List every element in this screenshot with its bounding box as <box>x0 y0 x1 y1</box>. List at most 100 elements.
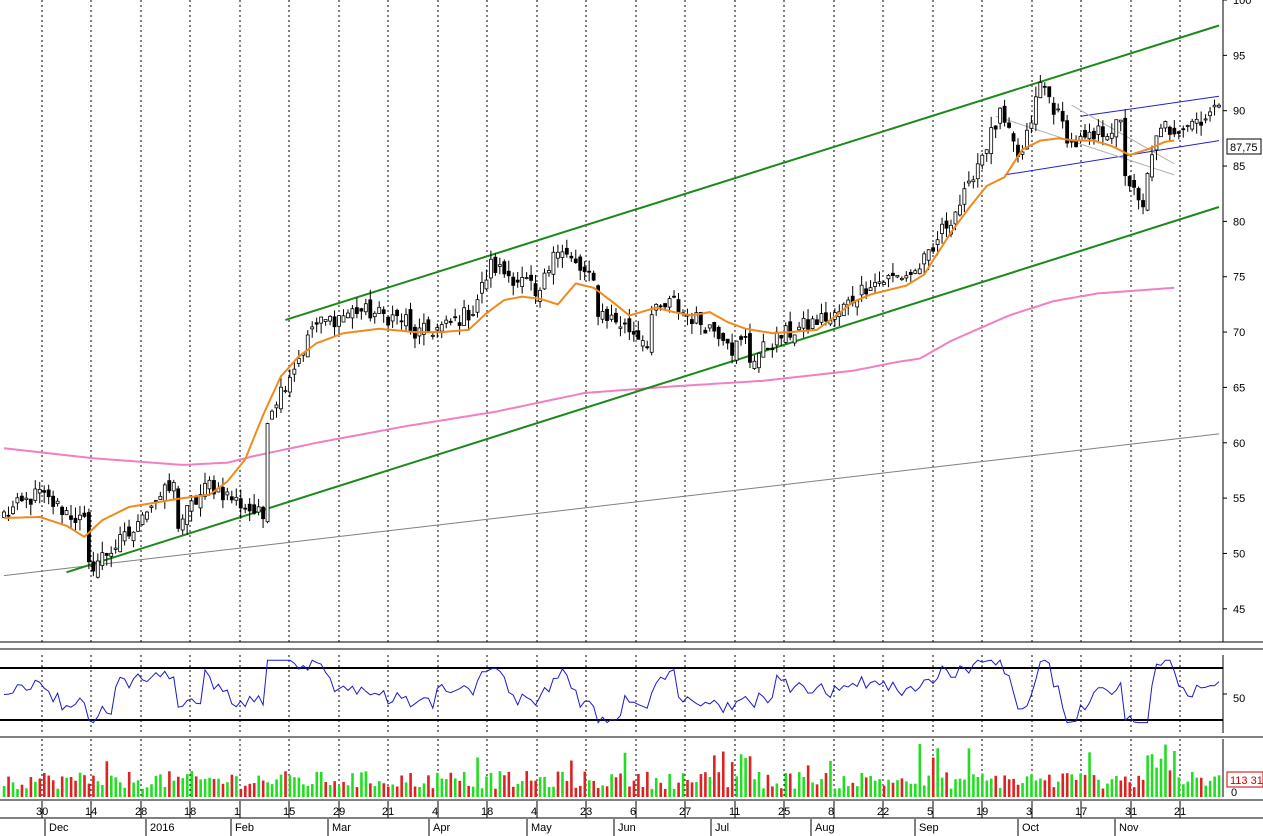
candle-body <box>721 332 726 341</box>
candle-body <box>33 488 38 501</box>
volume-bar <box>534 780 537 797</box>
volume-bar <box>38 778 42 797</box>
candle-body <box>162 484 167 502</box>
volume-bar <box>730 762 734 797</box>
candle-body <box>127 526 131 537</box>
candle-body <box>734 340 739 361</box>
candle-body <box>64 510 69 516</box>
candle-body <box>658 305 663 308</box>
candle-body <box>1038 81 1043 99</box>
candle-body <box>614 312 618 323</box>
volume-bar <box>896 780 899 797</box>
volume-bar <box>467 785 470 797</box>
volume-bar <box>1173 750 1176 797</box>
candle-body <box>28 498 33 505</box>
volume-bar <box>771 786 774 797</box>
volume-bar <box>391 784 395 797</box>
candle-body <box>198 494 203 509</box>
candle-body <box>176 488 181 529</box>
volume-bar <box>1092 775 1096 797</box>
volume-bar <box>574 787 578 797</box>
volume-bar <box>842 776 846 797</box>
candle-body <box>435 327 440 331</box>
volume-bar <box>833 788 837 797</box>
candle-body <box>475 299 480 313</box>
candle-body <box>864 288 869 295</box>
candle-body <box>1007 122 1011 128</box>
wedge-line-a <box>995 115 1175 176</box>
volume-bar <box>248 783 252 797</box>
volume-bar <box>485 776 488 797</box>
volume-bar <box>404 782 408 797</box>
volume-bar <box>266 782 269 797</box>
volume-bar <box>583 771 587 797</box>
candle-body <box>1096 125 1101 135</box>
candle-body <box>913 270 918 274</box>
candle-body <box>122 531 127 542</box>
y-tick-label: 50 <box>1233 548 1245 560</box>
candle-body <box>1109 132 1114 139</box>
x-tick-month: Aug <box>815 822 835 834</box>
volume-bar <box>592 780 596 797</box>
volume-bar <box>784 773 788 797</box>
candle-body <box>707 324 712 329</box>
volume-bar <box>525 771 529 797</box>
candle-body <box>395 309 399 316</box>
candle-body <box>337 315 341 327</box>
volume-bar <box>1141 779 1145 797</box>
candle-body <box>328 315 332 322</box>
candle-body <box>1194 118 1199 124</box>
volume-bar <box>1186 781 1190 797</box>
volume-bar <box>221 783 225 797</box>
y-tick-label: 100 <box>1233 0 1251 7</box>
volume-bar <box>614 777 618 797</box>
candle-body <box>220 486 225 501</box>
volume-bar <box>177 776 180 797</box>
x-tick-day: 21 <box>382 806 394 818</box>
volume-bar <box>87 783 91 797</box>
candle-body <box>855 300 860 308</box>
volume-bar <box>587 780 591 797</box>
candle-body <box>1025 129 1029 150</box>
volume-bar <box>824 773 828 797</box>
volume-bar <box>431 788 435 797</box>
y-tick-label: 80 <box>1233 216 1245 228</box>
volume-bar <box>663 788 667 797</box>
candle-body <box>287 376 292 393</box>
volume-bar <box>342 781 345 797</box>
volume-bar <box>976 776 980 797</box>
candle-body <box>1154 135 1159 151</box>
candle-body <box>520 277 525 287</box>
candle-body <box>627 318 632 333</box>
volume-bar <box>480 788 484 797</box>
volume-bar <box>114 777 118 797</box>
volume-bar <box>1128 782 1132 797</box>
candle-body <box>743 336 748 338</box>
candle-body <box>1051 102 1056 115</box>
volume-bar <box>1021 783 1024 797</box>
candle-body <box>372 312 377 318</box>
candle-body <box>145 511 149 520</box>
candle-body <box>51 495 56 507</box>
candle-body <box>314 322 319 325</box>
volume-bar <box>74 780 77 797</box>
volume-bar <box>780 788 783 797</box>
volume-bar <box>136 780 140 797</box>
volume-bar <box>364 771 368 797</box>
volume-bar <box>65 777 68 797</box>
volume-bar <box>914 783 917 797</box>
candle-body <box>359 308 364 312</box>
volume-bar <box>20 784 24 797</box>
volume-bar <box>1204 785 1207 797</box>
volume-bar <box>409 773 412 797</box>
candle-body <box>542 272 547 290</box>
candle-body <box>24 497 29 500</box>
candle-body <box>904 275 909 279</box>
volume-bar <box>212 779 216 797</box>
last-price-box <box>1226 138 1262 155</box>
candle-body <box>524 277 529 279</box>
volume-bar <box>949 788 953 797</box>
volume-bar <box>168 771 171 797</box>
candle-body <box>582 266 587 273</box>
candle-body <box>1065 120 1070 144</box>
